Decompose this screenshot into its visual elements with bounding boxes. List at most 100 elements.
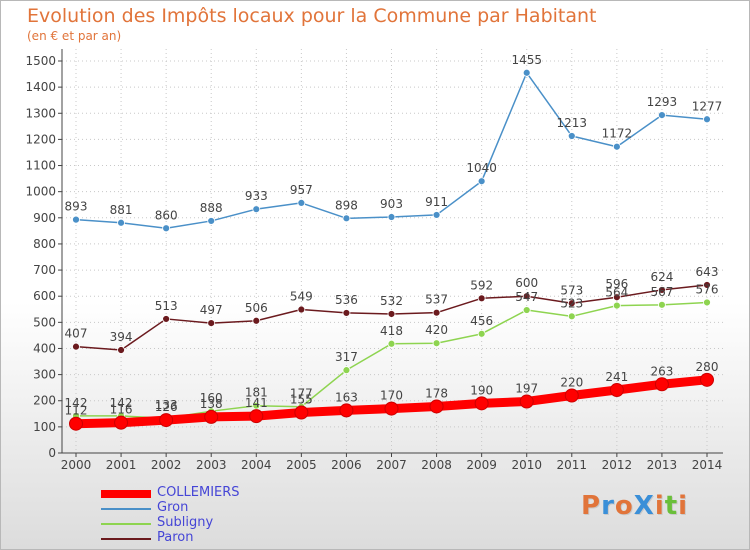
data-label-subligny: 567: [650, 285, 673, 299]
data-point-gron: [567, 132, 576, 140]
logo-letter: i: [654, 491, 665, 521]
data-label-paron: 506: [245, 301, 268, 315]
data-label-collemiers: 263: [650, 364, 673, 378]
data-point-gron: [117, 218, 125, 227]
data-label-subligny: 547: [515, 290, 538, 304]
data-label-gron: 1172: [602, 127, 633, 141]
data-label-subligny: 142: [110, 396, 133, 410]
legend-swatch-subligny: [101, 523, 151, 525]
data-point-paron: [207, 319, 216, 328]
data-point-subligny: [432, 339, 441, 348]
data-point-paron: [477, 294, 486, 303]
data-point-subligny: [477, 329, 486, 338]
data-label-subligny: 523: [560, 296, 583, 310]
data-point-paron: [162, 315, 171, 323]
x-tick-label: 2005: [286, 458, 317, 472]
proxiti-logo: ProXiti: [581, 491, 688, 521]
data-label-paron: 513: [155, 299, 178, 313]
data-label-collemiers: 163: [335, 390, 358, 404]
data-point-gron: [432, 211, 441, 219]
data-label-gron: 898: [335, 198, 358, 212]
data-label-paron: 600: [515, 276, 538, 290]
data-label-subligny: 181: [245, 386, 268, 400]
data-label-collemiers: 141: [245, 396, 268, 410]
data-point-collemiers: [114, 415, 129, 430]
x-tick-label: 2000: [61, 458, 92, 472]
data-label-subligny: 142: [65, 396, 88, 410]
y-tick-label: 1300: [25, 106, 56, 120]
logo-letter: X: [633, 491, 655, 521]
data-point-gron: [207, 217, 216, 225]
x-tick-label: 2006: [331, 458, 362, 472]
data-point-collemiers: [609, 383, 624, 398]
data-label-paron: 549: [290, 290, 313, 304]
y-tick-label: 500: [33, 315, 56, 329]
y-tick-label: 800: [33, 237, 56, 251]
data-label-paron: 596: [605, 277, 628, 291]
data-point-paron: [117, 346, 125, 354]
data-label-subligny: 456: [470, 314, 493, 328]
data-label-paron: 536: [335, 293, 358, 307]
data-label-collemiers: 170: [380, 389, 403, 403]
y-tick-label: 700: [33, 263, 56, 277]
x-tick-label: 2003: [196, 458, 227, 472]
data-point-collemiers: [339, 403, 354, 418]
data-label-subligny: 177: [290, 387, 313, 401]
data-label-paron: 532: [380, 294, 403, 308]
x-tick-label: 2013: [647, 458, 678, 472]
data-label-gron: 860: [155, 208, 178, 222]
data-point-gron: [612, 142, 621, 151]
x-tick-label: 2008: [421, 458, 452, 472]
data-label-gron: 1455: [511, 53, 542, 67]
data-point-collemiers: [429, 399, 444, 414]
data-point-subligny: [612, 301, 621, 310]
y-tick-label: 1500: [25, 54, 56, 68]
data-point-collemiers: [654, 377, 669, 392]
x-tick-label: 2001: [106, 458, 137, 472]
x-tick-label: 2009: [466, 458, 497, 472]
legend-label-subligny: Subligny: [157, 515, 214, 530]
data-label-subligny: 317: [335, 350, 358, 364]
data-point-subligny: [703, 298, 711, 307]
data-point-collemiers: [294, 405, 309, 420]
data-point-gron: [162, 224, 171, 233]
data-point-paron: [567, 299, 576, 308]
data-point-collemiers: [384, 401, 399, 416]
data-label-gron: 893: [65, 200, 88, 214]
data-label-paron: 394: [110, 330, 133, 344]
data-label-gron: 933: [245, 189, 268, 203]
y-tick-label: 300: [33, 368, 56, 382]
data-point-collemiers: [519, 394, 534, 409]
data-point-collemiers: [159, 413, 174, 428]
data-label-collemiers: 220: [560, 376, 583, 390]
logo-letter: t: [664, 491, 679, 521]
data-label-paron: 624: [650, 270, 673, 284]
data-point-paron: [252, 316, 261, 325]
data-point-paron: [297, 305, 306, 314]
logo-letter: r: [601, 491, 615, 521]
legend-swatch-collemiers: [101, 490, 151, 498]
legend-label-gron: Gron: [157, 500, 189, 515]
data-label-collemiers: 138: [200, 397, 223, 411]
data-label-subligny: 418: [380, 324, 403, 338]
data-label-collemiers: 155: [290, 392, 313, 406]
data-point-paron: [387, 310, 396, 318]
data-label-collemiers: 178: [425, 386, 448, 400]
data-point-subligny: [522, 306, 531, 314]
y-tick-label: 400: [33, 341, 56, 355]
data-point-collemiers: [474, 396, 489, 411]
chart-title: Evolution des Impôts locaux pour la Comm…: [27, 5, 597, 27]
data-label-gron: 888: [200, 201, 223, 215]
data-label-gron: 1040: [466, 161, 497, 175]
data-label-gron: 903: [380, 197, 403, 211]
data-label-collemiers: 112: [65, 404, 88, 418]
data-label-subligny: 133: [155, 398, 178, 412]
x-tick-label: 2011: [557, 458, 588, 472]
data-label-collemiers: 190: [470, 383, 493, 397]
x-tick-label: 2004: [241, 458, 272, 472]
data-label-gron: 1213: [557, 116, 588, 130]
data-label-collemiers: 241: [605, 370, 628, 384]
